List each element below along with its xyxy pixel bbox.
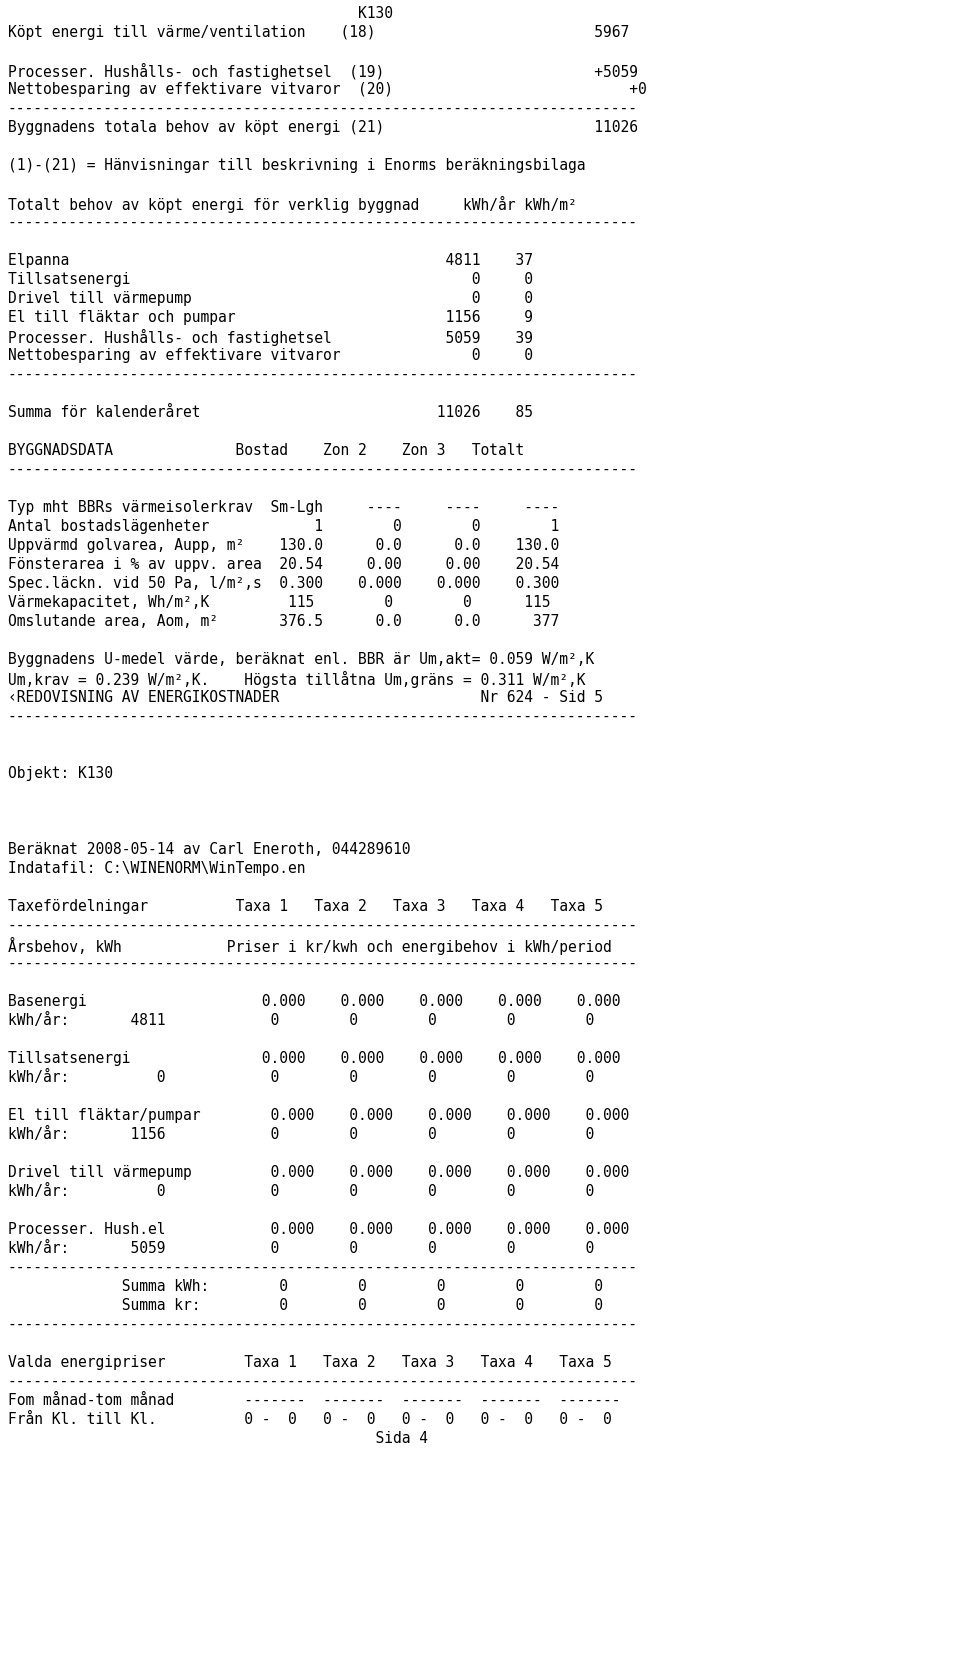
Text: Summa kr:         0        0        0        0        0: Summa kr: 0 0 0 0 0 [8, 1298, 603, 1313]
Text: ------------------------------------------------------------------------: ----------------------------------------… [8, 215, 638, 230]
Text: Taxefördelningar          Taxa 1   Taxa 2   Taxa 3   Taxa 4   Taxa 5: Taxefördelningar Taxa 1 Taxa 2 Taxa 3 Ta… [8, 899, 603, 914]
Text: kWh/år:          0            0        0        0        0        0: kWh/år: 0 0 0 0 0 0 [8, 1185, 594, 1200]
Text: kWh/år:       1156            0        0        0        0        0: kWh/år: 1156 0 0 0 0 0 [8, 1127, 594, 1142]
Text: Tillsatsenergi                                       0     0: Tillsatsenergi 0 0 [8, 271, 533, 286]
Text: Um,krav = 0.239 W/m²,K.    Högsta tillåtna Um,gräns = 0.311 W/m²,K: Um,krav = 0.239 W/m²,K. Högsta tillåtna … [8, 671, 586, 687]
Text: kWh/år:       4811            0        0        0        0        0: kWh/år: 4811 0 0 0 0 0 [8, 1013, 594, 1028]
Text: Spec.läckn. vid 50 Pa, l/m²,s  0.300    0.000    0.000    0.300: Spec.läckn. vid 50 Pa, l/m²,s 0.300 0.00… [8, 576, 560, 591]
Text: El till fläktar/pumpar        0.000    0.000    0.000    0.000    0.000: El till fläktar/pumpar 0.000 0.000 0.000… [8, 1108, 629, 1123]
Text: ------------------------------------------------------------------------: ----------------------------------------… [8, 463, 638, 478]
Text: Från Kl. till Kl.          0 -  0   0 -  0   0 -  0   0 -  0   0 -  0: Från Kl. till Kl. 0 - 0 0 - 0 0 - 0 0 - … [8, 1413, 612, 1428]
Text: Elpanna                                           4811    37: Elpanna 4811 37 [8, 253, 533, 268]
Text: Byggnadens totala behov av köpt energi (21)                        11026: Byggnadens totala behov av köpt energi (… [8, 120, 638, 135]
Text: Nettobesparing av effektivare vitvaror  (20)                           +0: Nettobesparing av effektivare vitvaror (… [8, 82, 647, 97]
Text: Drivel till värmepump         0.000    0.000    0.000    0.000    0.000: Drivel till värmepump 0.000 0.000 0.000 … [8, 1165, 629, 1180]
Text: Typ mht BBRs värmeisolerkrav  Sm-Lgh     ----     ----     ----: Typ mht BBRs värmeisolerkrav Sm-Lgh ----… [8, 499, 560, 514]
Text: ------------------------------------------------------------------------: ----------------------------------------… [8, 957, 638, 972]
Text: BYGGNADSDATA              Bostad    Zon 2    Zon 3   Totalt: BYGGNADSDATA Bostad Zon 2 Zon 3 Totalt [8, 443, 524, 458]
Text: ------------------------------------------------------------------------: ----------------------------------------… [8, 1260, 638, 1275]
Text: Indatafil: C:\WINENORM\WinTempo.en: Indatafil: C:\WINENORM\WinTempo.en [8, 860, 305, 875]
Text: (1)-(21) = Hänvisningar till beskrivning i Enorms beräkningsbilaga: (1)-(21) = Hänvisningar till beskrivning… [8, 158, 586, 173]
Text: ‹REDOVISNING AV ENERGIKOSTNADER                       Nr 624 - Sid 5: ‹REDOVISNING AV ENERGIKOSTNADER Nr 624 -… [8, 691, 603, 706]
Text: Valda energipriser         Taxa 1   Taxa 2   Taxa 3   Taxa 4   Taxa 5: Valda energipriser Taxa 1 Taxa 2 Taxa 3 … [8, 1354, 612, 1369]
Text: Objekt: K130: Objekt: K130 [8, 765, 113, 780]
Text: Uppvärmd golvarea, Aupp, m²    130.0      0.0      0.0    130.0: Uppvärmd golvarea, Aupp, m² 130.0 0.0 0.… [8, 537, 560, 552]
Text: Tillsatsenergi               0.000    0.000    0.000    0.000    0.000: Tillsatsenergi 0.000 0.000 0.000 0.000 0… [8, 1052, 620, 1067]
Text: kWh/år:          0            0        0        0        0        0: kWh/år: 0 0 0 0 0 0 [8, 1070, 594, 1085]
Text: ------------------------------------------------------------------------: ----------------------------------------… [8, 919, 638, 934]
Text: ------------------------------------------------------------------------: ----------------------------------------… [8, 709, 638, 724]
Text: Summa kWh:        0        0        0        0        0: Summa kWh: 0 0 0 0 0 [8, 1280, 603, 1295]
Text: ------------------------------------------------------------------------: ----------------------------------------… [8, 102, 638, 116]
Text: Omslutande area, Aom, m²       376.5      0.0      0.0      377: Omslutande area, Aom, m² 376.5 0.0 0.0 3… [8, 614, 560, 629]
Text: Fom månad-tom månad        -------  -------  -------  -------  -------: Fom månad-tom månad ------- ------- ----… [8, 1393, 620, 1408]
Text: Beräknat 2008-05-14 av Carl Eneroth, 044289610: Beräknat 2008-05-14 av Carl Eneroth, 044… [8, 842, 411, 857]
Text: Byggnadens U-medel värde, beräknat enl. BBR är Um,akt= 0.059 W/m²,K: Byggnadens U-medel värde, beräknat enl. … [8, 652, 594, 667]
Text: Processer. Hush.el            0.000    0.000    0.000    0.000    0.000: Processer. Hush.el 0.000 0.000 0.000 0.0… [8, 1221, 629, 1236]
Text: Fönsterarea i % av uppv. area  20.54     0.00     0.00    20.54: Fönsterarea i % av uppv. area 20.54 0.00… [8, 557, 560, 572]
Text: Nettobesparing av effektivare vitvaror               0     0: Nettobesparing av effektivare vitvaror 0… [8, 348, 533, 363]
Text: El till fläktar och pumpar                        1156     9: El till fläktar och pumpar 1156 9 [8, 310, 533, 324]
Text: Basenergi                    0.000    0.000    0.000    0.000    0.000: Basenergi 0.000 0.000 0.000 0.000 0.000 [8, 993, 620, 1008]
Text: Totalt behov av köpt energi för verklig byggnad     kWh/år kWh/m²: Totalt behov av köpt energi för verklig … [8, 196, 577, 213]
Text: kWh/år:       5059            0        0        0        0        0: kWh/år: 5059 0 0 0 0 0 [8, 1241, 594, 1256]
Text: Summa för kalenderåret                           11026    85: Summa för kalenderåret 11026 85 [8, 404, 533, 419]
Text: Årsbehov, kWh            Priser i kr/kwh och energibehov i kWh/period: Årsbehov, kWh Priser i kr/kwh och energi… [8, 937, 612, 955]
Text: Värmekapacitet, Wh/m²,K         115        0        0      115: Värmekapacitet, Wh/m²,K 115 0 0 115 [8, 596, 550, 611]
Text: Drivel till värmepump                                0     0: Drivel till värmepump 0 0 [8, 291, 533, 306]
Text: ------------------------------------------------------------------------: ----------------------------------------… [8, 1374, 638, 1389]
Text: K130: K130 [8, 7, 393, 22]
Text: Köpt energi till värme/ventilation    (18)                         5967: Köpt energi till värme/ventilation (18) … [8, 25, 629, 40]
Text: Antal bostadslägenheter            1        0        0        1: Antal bostadslägenheter 1 0 0 1 [8, 519, 560, 534]
Text: ------------------------------------------------------------------------: ----------------------------------------… [8, 1316, 638, 1331]
Text: Processer. Hushålls- och fastighetsel             5059    39: Processer. Hushålls- och fastighetsel 50… [8, 329, 533, 346]
Text: ------------------------------------------------------------------------: ----------------------------------------… [8, 368, 638, 383]
Text: Processer. Hushålls- och fastighetsel  (19)                        +5059: Processer. Hushålls- och fastighetsel (1… [8, 63, 638, 80]
Text: Sida 4: Sida 4 [8, 1431, 428, 1446]
